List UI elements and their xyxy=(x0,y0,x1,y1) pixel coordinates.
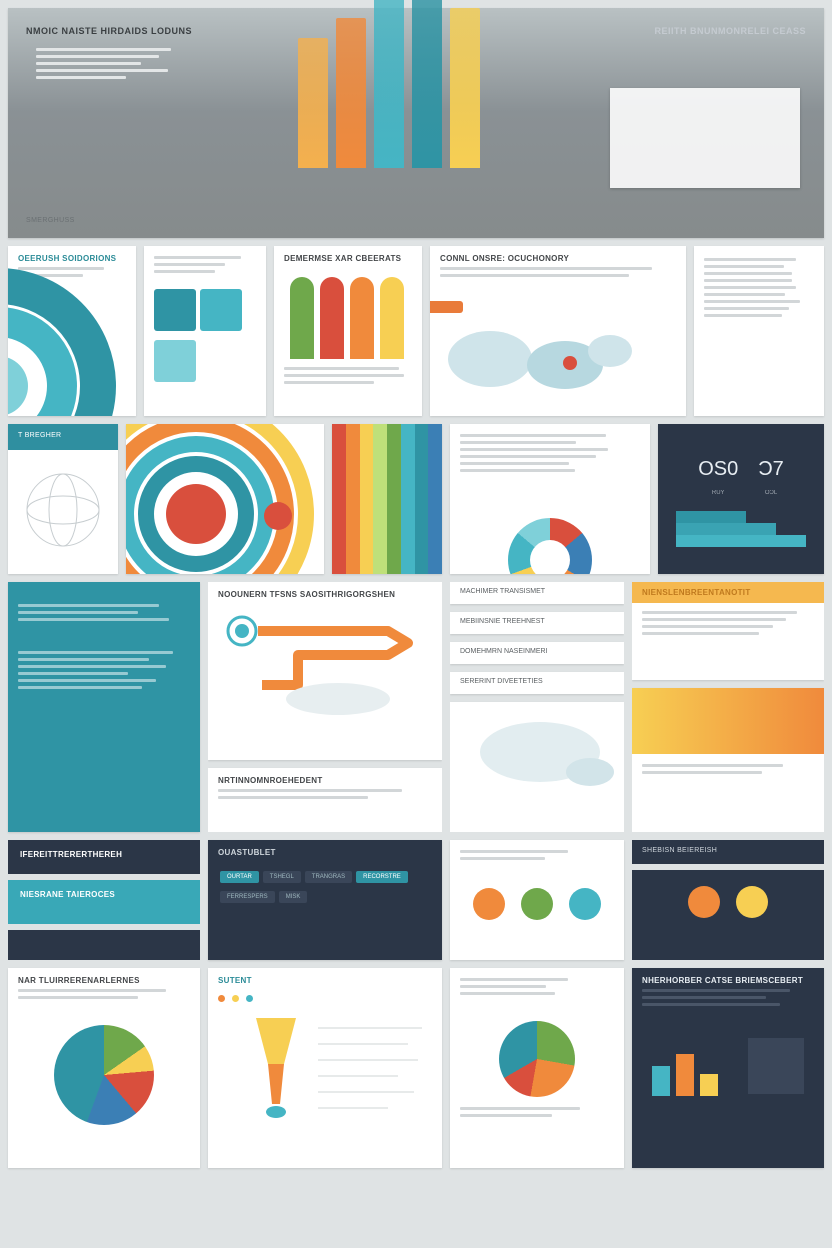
hero-inset-card xyxy=(610,88,800,188)
stack-list: MACHIMER TRANSISMET MEBIINSNIE TREEHNEST D… xyxy=(450,582,624,832)
stack-item: MACHIMER TRANSISMET xyxy=(450,582,624,604)
color-stripes xyxy=(332,424,442,574)
dot-legend xyxy=(208,989,442,1008)
row-4: IFEREITTRERERTHEREH NIESRANE TAIEROCES O… xyxy=(8,840,824,960)
concentric-arcs-graphic xyxy=(8,266,128,416)
row-5: NAR TLUIRRERENARLERNES SUTENT xyxy=(8,968,824,1168)
text-lines xyxy=(694,246,824,329)
circle-row xyxy=(450,872,624,941)
chip-group: OURTARTSHEGLTRANGRASRECORSTREFERRESPERSM… xyxy=(208,861,442,909)
card-title: CONNL ONSRE: OCUCHONORY xyxy=(430,246,686,267)
card-title: DEMERMSE XAR CBEERATS xyxy=(274,246,422,267)
card-map: CONNL ONSRE: OCUCHONORY xyxy=(430,246,686,416)
stack-item: DOMEHMRN NASEINMERI xyxy=(450,642,624,664)
world-map-graphic xyxy=(430,319,686,399)
hero-subtext xyxy=(26,48,196,91)
card-funnel: SUTENT xyxy=(208,968,442,1168)
hero-right-title: REIITH BNUNMONRELEI CEASS xyxy=(606,26,806,36)
row-1: OEERUSH SOIDORIONS DEMERMSE XAR CBEERATS… xyxy=(8,246,824,416)
card-tiles xyxy=(144,246,266,416)
card-dark-summary: NHERHORBER CATSE BRIEMSCEBERT xyxy=(632,968,824,1168)
card-pie-small xyxy=(450,968,624,1168)
card-chips: OUASTUBLET OURTARTSHEGLTRANGRASRECORSTRE… xyxy=(208,840,442,960)
card-title: SUTENT xyxy=(208,968,442,989)
card-pie-large: NAR TLUIRRERENARLERNES xyxy=(8,968,200,1168)
card-donut xyxy=(450,424,650,574)
tile-set xyxy=(144,285,266,395)
pill-chart xyxy=(274,267,422,359)
card-right-column: NIENSLENBREENTANOTIT xyxy=(632,582,824,832)
card-metrics: OS0RUYϽ7OƆL xyxy=(658,424,824,574)
circle-row-2 xyxy=(632,870,824,960)
stack-item: MEBIINSNIE TREEHNEST xyxy=(450,612,624,634)
card-title: NRTINNOMNROEHEDENT xyxy=(208,768,442,789)
donut-chart xyxy=(508,518,592,574)
card-arcs: OEERUSH SOIDORIONS xyxy=(8,246,136,416)
row-2: T BREGHER xyxy=(8,424,824,574)
funnel-graphic xyxy=(208,1008,442,1138)
card-circles xyxy=(450,840,624,960)
card-title: NHERHORBER CATSE BRIEMSCEBERT xyxy=(632,968,824,989)
card-title: OUASTUBLET xyxy=(208,840,442,861)
band-navy-footer xyxy=(8,930,200,960)
band-navy: IFEREITTRERERTHEREH xyxy=(8,840,200,874)
card-title: NOOUNERN TFSNS SAOSITHRIGORGSHEN xyxy=(208,582,442,603)
card-globe: T BREGHER xyxy=(8,424,118,574)
mini-bars-graphic xyxy=(632,1018,824,1108)
card-teal-panel xyxy=(8,582,200,832)
card-dark-right: SHEBISN BEIEREISH xyxy=(632,840,824,960)
radial-rings-graphic xyxy=(126,424,324,574)
pie-chart-2 xyxy=(499,1021,575,1097)
teal-header: T BREGHER xyxy=(8,424,118,450)
card-title: NIENSLENBREENTANOTIT xyxy=(632,582,824,603)
flow-arrow-graphic xyxy=(208,603,442,721)
hero-bar-chart xyxy=(298,8,480,168)
card-bands: IFEREITTRERERTHEREH NIESRANE TAIEROCES xyxy=(8,840,200,960)
hero-footer-label: SMERGHUSS xyxy=(26,217,75,224)
card-title: NAR TLUIRRERENARLERNES xyxy=(8,968,200,989)
card-text-right xyxy=(694,246,824,416)
step-bars-graphic xyxy=(658,505,824,555)
row-3: NOOUNERN TFSNS SAOSITHRIGORGSHEN NRTINNO… xyxy=(8,582,824,832)
band-teal: NIESRANE TAIEROCES xyxy=(8,880,200,924)
card-title: OEERUSH SOIDORIONS xyxy=(8,246,136,267)
hero-title: NMOIC NAISTE HIRDAIDS LODUNS xyxy=(26,26,196,38)
orange-tag xyxy=(430,301,463,313)
metric-group: OS0RUYϽ7OƆL xyxy=(658,424,824,505)
card-stripes xyxy=(332,424,442,574)
card-radial xyxy=(126,424,324,574)
dark-header: SHEBISN BEIEREISH xyxy=(632,840,824,864)
hero-left-block: NMOIC NAISTE HIRDAIDS LODUNS xyxy=(26,26,196,91)
pie-chart-1 xyxy=(54,1025,154,1125)
template-grid: NMOIC NAISTE HIRDAIDS LODUNS REIITH BNUN… xyxy=(8,8,824,1240)
stack-item: SERERINT DIVEETETIES xyxy=(450,672,624,694)
card-process: NOOUNERN TFSNS SAOSITHRIGORGSHEN NRTINNO… xyxy=(208,582,442,832)
globe-graphic xyxy=(8,450,118,560)
gradient-swatch xyxy=(632,688,824,754)
card-pills: DEMERMSE XAR CBEERATS xyxy=(274,246,422,416)
hero-banner: NMOIC NAISTE HIRDAIDS LODUNS REIITH BNUN… xyxy=(8,8,824,238)
